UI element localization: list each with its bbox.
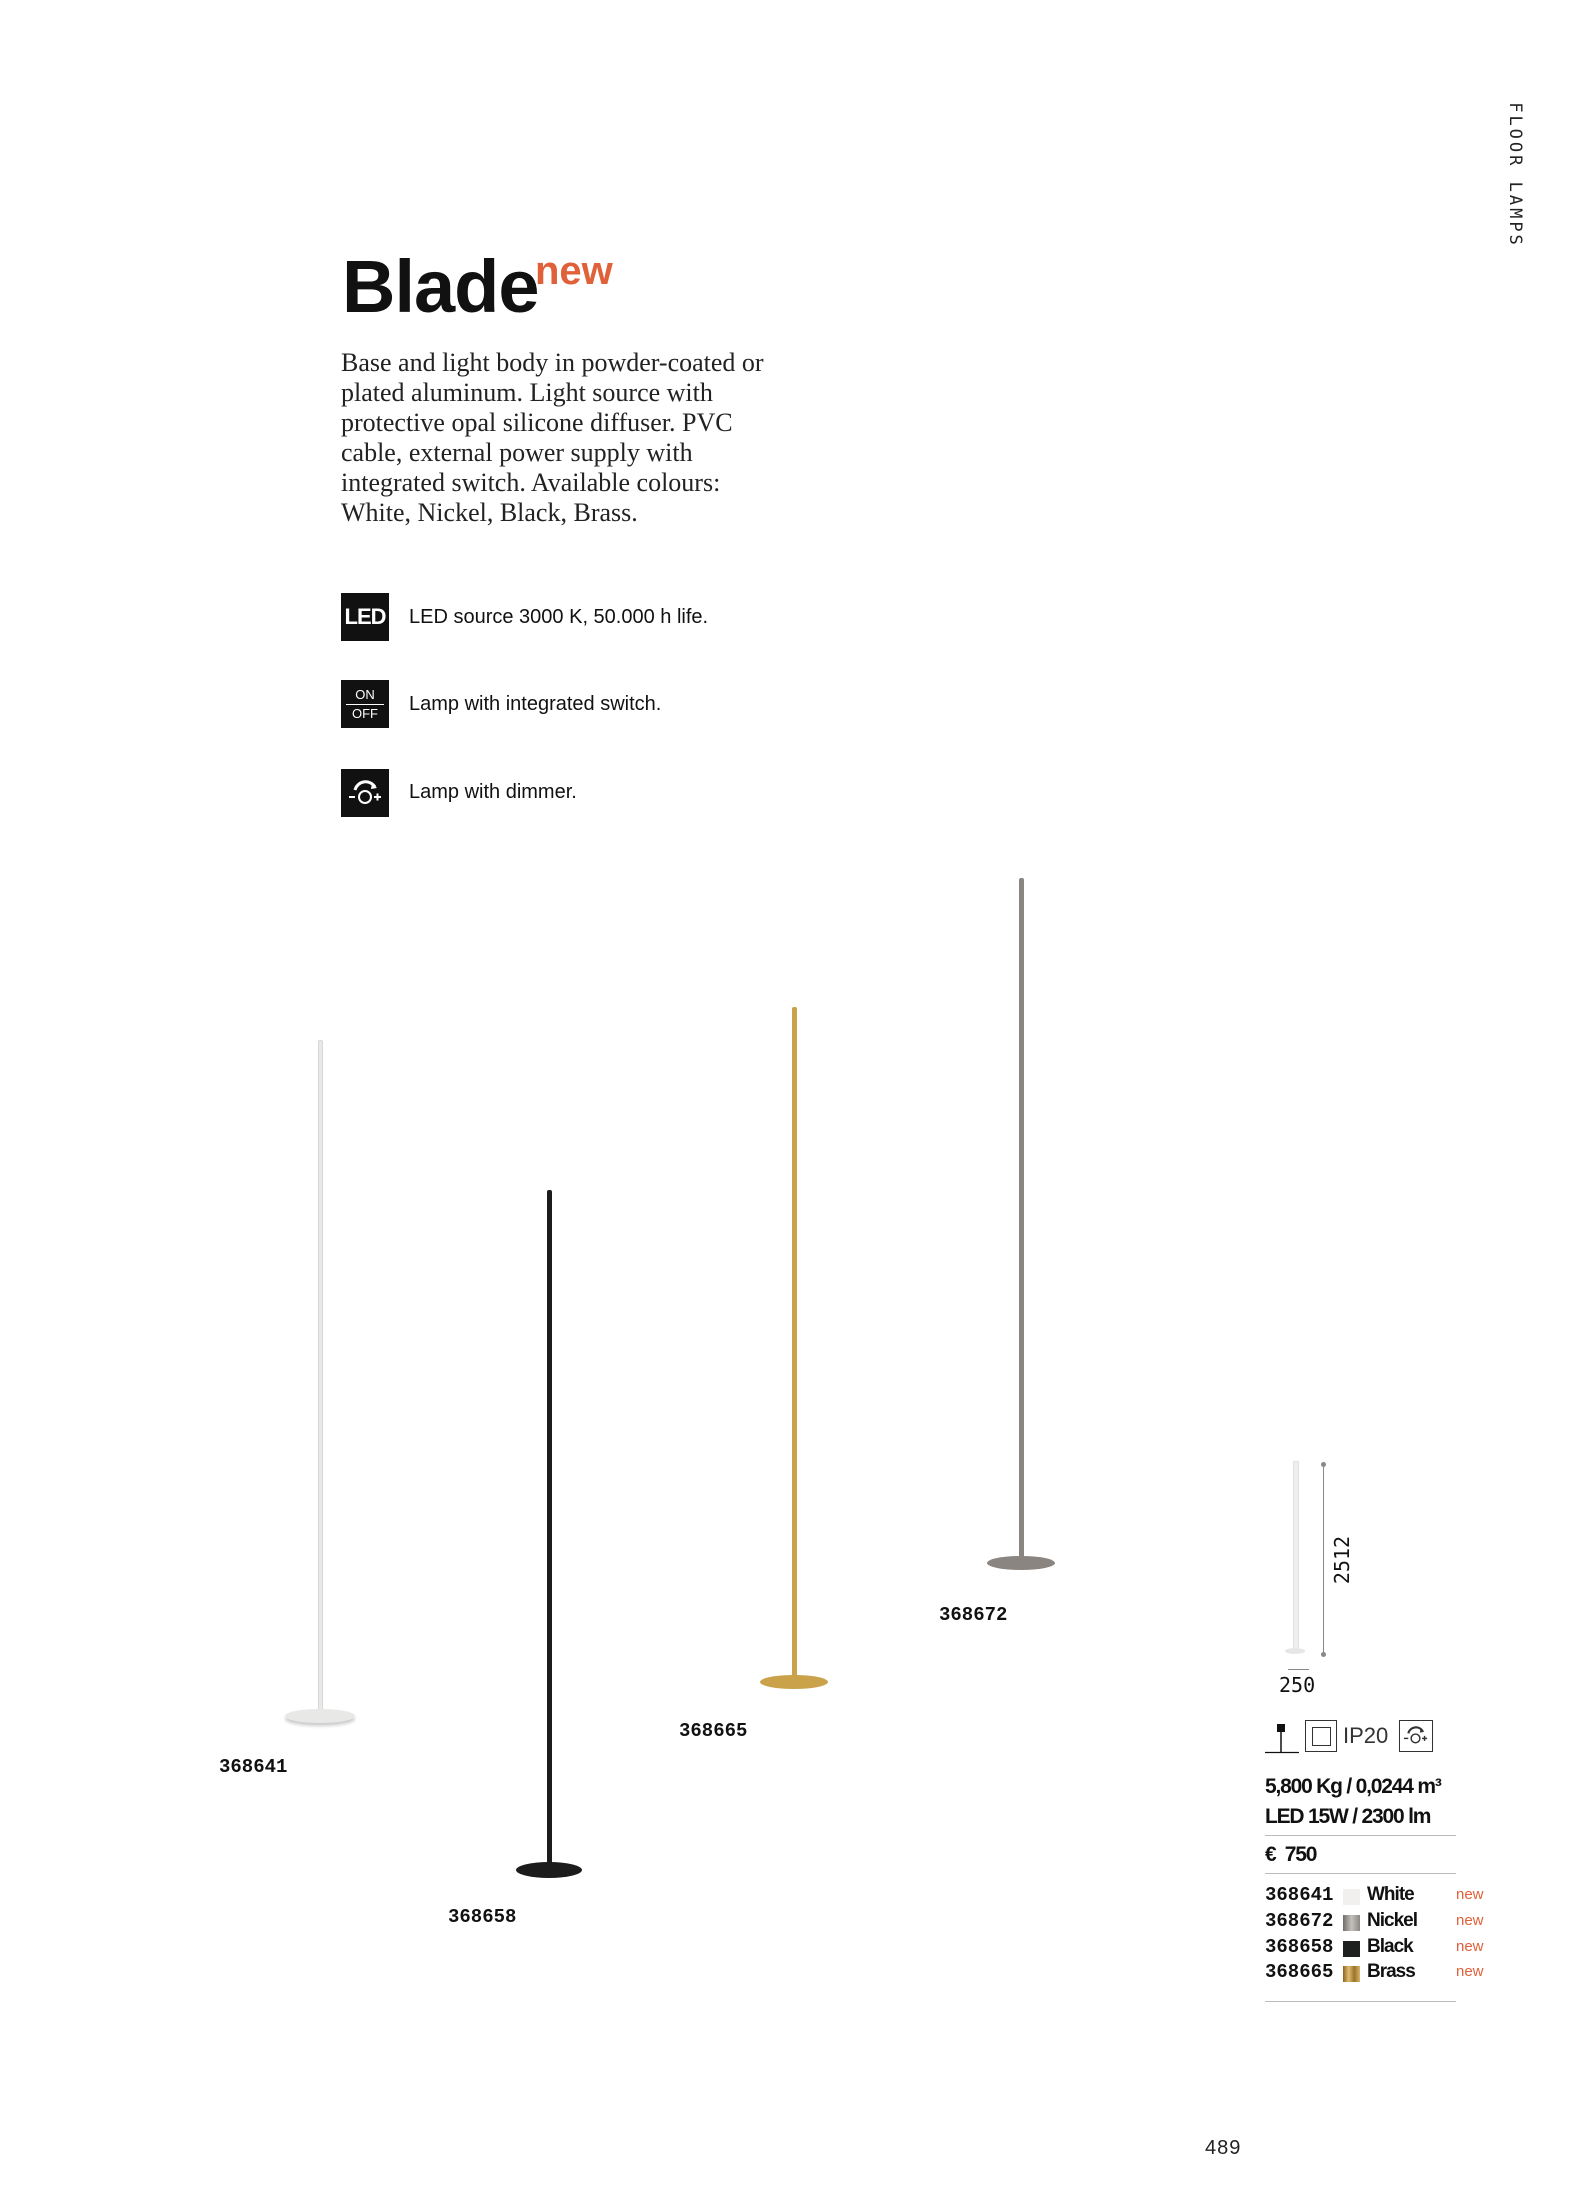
variant-color: Black: [1367, 1936, 1414, 1957]
new-badge: new: [1456, 1886, 1484, 1903]
height-dimension: 2512: [1330, 1535, 1354, 1585]
product-title: Blade: [342, 245, 540, 328]
width-dimension-line: [1288, 1669, 1309, 1670]
height-dimension-line: [1323, 1464, 1324, 1655]
new-badge: new: [535, 249, 613, 293]
lamp-pole: [1019, 878, 1024, 1564]
lamp-pole: [318, 1040, 323, 1718]
led-icon: LED: [341, 593, 389, 641]
lamp-base: [987, 1556, 1055, 1570]
weight-volume: 5,800 Kg / 0,0244 m³: [1265, 1775, 1442, 1798]
variant-row: 368658 Black new: [1265, 1936, 1485, 1962]
lamp-code-label: 368665: [679, 1720, 748, 1742]
led-icon-text: LED: [344, 604, 387, 629]
on-label: ON: [355, 686, 375, 702]
page-number: 489: [1205, 2137, 1242, 2159]
color-swatch-white: [1343, 1889, 1360, 1905]
variant-row: 368672 Nickel new: [1265, 1910, 1485, 1936]
drawing-lamp-base: [1285, 1648, 1305, 1654]
new-badge: new: [1456, 1963, 1484, 1980]
dimension-dot: [1321, 1652, 1326, 1657]
dimmer-icon: [341, 769, 389, 817]
power-output: LED 15W / 2300 lm: [1265, 1805, 1431, 1828]
color-swatch-black: [1343, 1941, 1360, 1957]
variant-color: Brass: [1367, 1961, 1416, 1982]
lamp-base: [516, 1862, 582, 1878]
lamp-base: [285, 1709, 355, 1723]
divider: [1265, 2001, 1456, 2002]
lamp-pole: [547, 1190, 552, 1870]
feature-switch-text: Lamp with integrated switch.: [409, 693, 662, 715]
lamp-code-label: 368672: [939, 1604, 1008, 1626]
off-label: OFF: [352, 705, 378, 721]
feature-dimmer-text: Lamp with dimmer.: [409, 781, 577, 803]
divider: [1265, 1835, 1456, 1836]
variant-code: 368665: [1265, 1961, 1334, 1983]
variant-row: 368665 Brass new: [1265, 1961, 1485, 1987]
class-2-insulation-icon: [1305, 1720, 1337, 1752]
inner-square: [1312, 1727, 1331, 1746]
color-swatch-brass: [1343, 1966, 1360, 1982]
dimension-dot: [1321, 1462, 1326, 1467]
lamp-code-label: 368658: [448, 1906, 517, 1928]
variant-code: 368658: [1265, 1936, 1334, 1958]
variant-color: Nickel: [1367, 1910, 1418, 1931]
ip-rating: IP20: [1343, 1723, 1389, 1748]
width-dimension: 250: [1279, 1673, 1316, 1697]
section-tab-floor-lamps: FLOOR LAMPS: [1505, 102, 1525, 248]
new-badge: new: [1456, 1912, 1484, 1929]
feature-led-text: LED source 3000 K, 50.000 h life.: [409, 606, 709, 628]
variant-row: 368641 White new: [1265, 1884, 1485, 1910]
lamp-base: [760, 1675, 828, 1689]
lamp-pole: [792, 1007, 797, 1683]
drawing-lamp-pole: [1293, 1461, 1299, 1653]
variant-code: 368672: [1265, 1910, 1334, 1932]
dimmer-icon: [1399, 1720, 1433, 1752]
variant-code: 368641: [1265, 1884, 1334, 1906]
new-badge: new: [1456, 1938, 1484, 1955]
color-swatch-nickel: [1343, 1915, 1360, 1931]
floor-lamp-symbol-icon: [1265, 1722, 1299, 1754]
on-off-switch-icon: ON OFF: [341, 680, 389, 728]
price: € 750: [1265, 1843, 1317, 1866]
divider: [1265, 1873, 1456, 1874]
variant-color: White: [1367, 1884, 1415, 1905]
lamp-code-label: 368641: [219, 1756, 288, 1778]
product-description: Base and light body in powder-coated or …: [341, 348, 764, 527]
divider: [346, 703, 384, 705]
